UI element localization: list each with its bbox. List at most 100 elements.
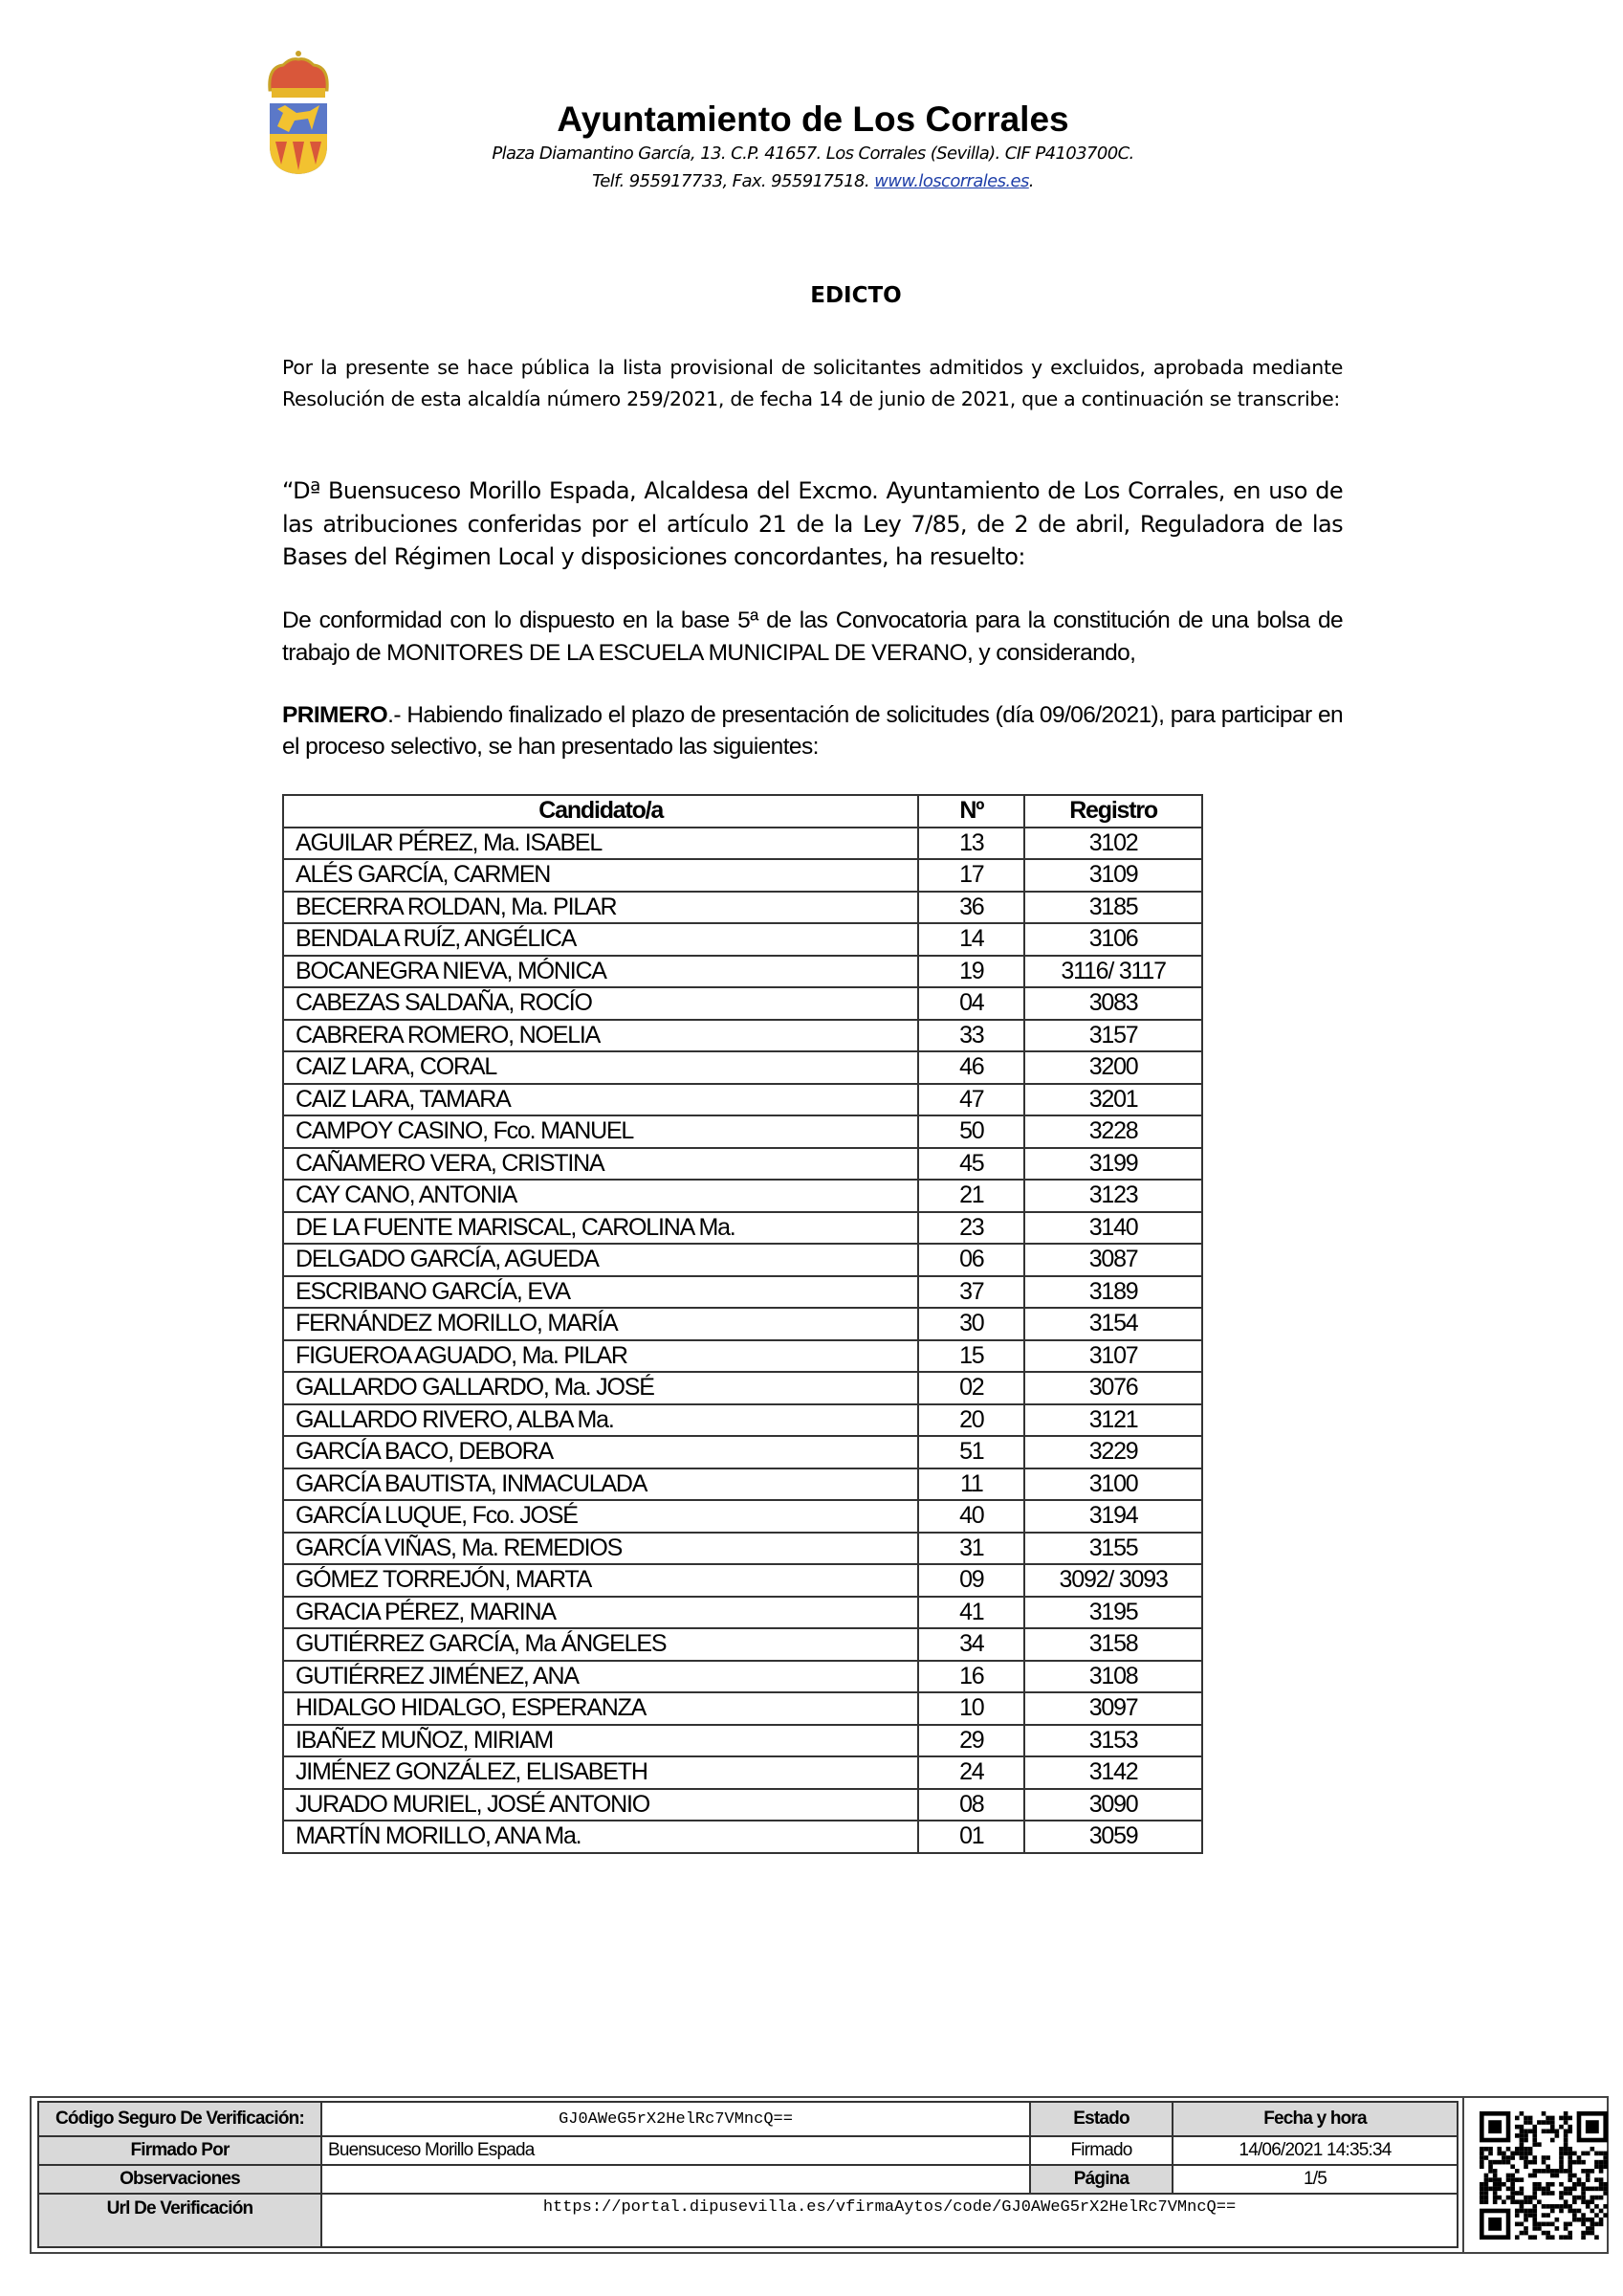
candidate-name: CAIZ LARA, TAMARA bbox=[281, 1082, 920, 1116]
header-candidate: Candidato/a bbox=[281, 794, 920, 828]
registro-number: 3123 bbox=[1023, 1179, 1203, 1213]
observaciones-label: Observaciones bbox=[37, 2164, 322, 2195]
table-row: JIMÉNEZ GONZÁLEZ, ELISABETH 24 3142 bbox=[281, 1755, 1203, 1790]
header-number: Nº bbox=[917, 794, 1026, 828]
table-row: GUTIÉRREZ JIMÉNEZ, ANA 16 3108 bbox=[281, 1659, 1203, 1693]
candidate-number: 36 bbox=[917, 890, 1026, 924]
table-row: JURADO MURIEL, JOSÉ ANTONIO 08 3090 bbox=[281, 1787, 1203, 1821]
candidate-number: 47 bbox=[917, 1082, 1026, 1116]
table-row: CAIZ LARA, CORAL 46 3200 bbox=[281, 1050, 1203, 1085]
candidate-number: 29 bbox=[917, 1723, 1026, 1757]
candidates-table: Candidato/a Nº Registro AGUILAR PÉREZ, M… bbox=[281, 794, 1203, 1854]
candidate-number: 37 bbox=[917, 1274, 1026, 1309]
candidate-name: GARCÍA LUQUE, Fco. JOSÉ bbox=[281, 1499, 920, 1534]
registro-number: 3090 bbox=[1023, 1787, 1203, 1821]
pagina-value: 1/5 bbox=[1172, 2164, 1459, 2195]
registro-number: 3199 bbox=[1023, 1146, 1203, 1181]
table-row: DE LA FUENTE MARISCAL, CAROLINA Ma. 23 314… bbox=[281, 1210, 1203, 1245]
qr-code-icon bbox=[1480, 2111, 1608, 2240]
candidate-number: 15 bbox=[917, 1338, 1026, 1373]
table-row: MARTÍN MORILLO, ANA Ma. 01 3059 bbox=[281, 1820, 1203, 1854]
table-row: AGUILAR PÉREZ, Ma. ISABEL 13 3102 bbox=[281, 826, 1203, 860]
candidate-number: 08 bbox=[917, 1787, 1026, 1821]
table-row: FERNÁNDEZ MORILLO, MARÍA 30 3154 bbox=[281, 1307, 1203, 1341]
registro-number: 3087 bbox=[1023, 1243, 1203, 1277]
registro-number: 3107 bbox=[1023, 1338, 1203, 1373]
primero-paragraph: PRIMERO.- Habiendo finalizado el plazo d… bbox=[282, 699, 1344, 762]
table-row: CAÑAMERO VERA, CRISTINA 45 3199 bbox=[281, 1146, 1203, 1181]
qr-code-area bbox=[1462, 2098, 1609, 2252]
candidate-number: 19 bbox=[917, 954, 1026, 988]
candidate-number: 06 bbox=[917, 1243, 1026, 1277]
candidate-name: GARCÍA VIÑAS, Ma. REMEDIOS bbox=[281, 1531, 920, 1565]
pagina-label: Página bbox=[1029, 2164, 1173, 2195]
registro-number: 3200 bbox=[1023, 1050, 1203, 1085]
table-row: GRACIA PÉREZ, MARINA 41 3195 bbox=[281, 1595, 1203, 1629]
candidate-name: CABEZAS SALDAÑA, ROCÍO bbox=[281, 986, 920, 1021]
registro-number: 3059 bbox=[1023, 1820, 1203, 1854]
url-label: Url De Verificación bbox=[37, 2193, 322, 2248]
table-row: ESCRIBANO GARCÍA, EVA 37 3189 bbox=[281, 1274, 1203, 1309]
table-row: CABRERA ROMERO, NOELIA 33 3157 bbox=[281, 1018, 1203, 1052]
candidate-number: 41 bbox=[917, 1595, 1026, 1629]
primero-label: PRIMERO bbox=[282, 702, 388, 728]
candidate-number: 45 bbox=[917, 1146, 1026, 1181]
candidate-number: 33 bbox=[917, 1018, 1026, 1052]
candidate-number: 01 bbox=[917, 1820, 1026, 1854]
candidate-number: 09 bbox=[917, 1563, 1026, 1598]
verification-url[interactable]: https://portal.dipusevilla.es/vfirmaAyto… bbox=[320, 2193, 1459, 2248]
table-row: GÓMEZ TORREJÓN, MARTA 09 3092/ 3093 bbox=[281, 1563, 1203, 1598]
firmado-por-value: Buensuceso Morillo Espada bbox=[320, 2135, 1031, 2166]
document-title: EDICTO bbox=[810, 283, 902, 308]
candidate-name: MARTÍN MORILLO, ANA Ma. bbox=[281, 1820, 920, 1854]
registro-number: 3076 bbox=[1023, 1371, 1203, 1405]
registro-number: 3185 bbox=[1023, 890, 1203, 924]
registro-number: 3229 bbox=[1023, 1435, 1203, 1469]
candidate-name: DELGADO GARCÍA, AGUEDA bbox=[281, 1243, 920, 1277]
candidate-number: 13 bbox=[917, 826, 1026, 860]
candidate-number: 02 bbox=[917, 1371, 1026, 1405]
candidate-name: GUTIÉRREZ JIMÉNEZ, ANA bbox=[281, 1659, 920, 1693]
signature-verification-box: Código Seguro De Verificación: GJ0AWeG5r… bbox=[30, 2096, 1609, 2254]
fecha-value: 14/06/2021 14:35:34 bbox=[1172, 2135, 1459, 2166]
candidate-name: GRACIA PÉREZ, MARINA bbox=[281, 1595, 920, 1629]
table-row: GARCÍA BACO, DEBORA 51 3229 bbox=[281, 1435, 1203, 1469]
candidate-name: GÓMEZ TORREJÓN, MARTA bbox=[281, 1563, 920, 1598]
table-row: CABEZAS SALDAÑA, ROCÍO 04 3083 bbox=[281, 986, 1203, 1021]
candidate-name: CABRERA ROMERO, NOELIA bbox=[281, 1018, 920, 1052]
candidate-name: BECERRA ROLDAN, Ma. PILAR bbox=[281, 890, 920, 924]
csv-value: GJ0AWeG5rX2HelRc7VMncQ== bbox=[320, 2101, 1031, 2137]
registro-number: 3140 bbox=[1023, 1210, 1203, 1245]
candidate-name: GARCÍA BAUTISTA, INMACULADA bbox=[281, 1467, 920, 1501]
estado-value: Firmado bbox=[1029, 2135, 1173, 2166]
firmado-por-label: Firmado Por bbox=[37, 2135, 322, 2166]
website-link[interactable]: www.loscorrales.es bbox=[874, 171, 1029, 191]
registro-number: 3121 bbox=[1023, 1402, 1203, 1437]
verification-table: Código Seguro De Verificación: GJ0AWeG5r… bbox=[37, 2101, 1459, 2248]
table-row: GARCÍA VIÑAS, Ma. REMEDIOS 31 3155 bbox=[281, 1531, 1203, 1565]
csv-label: Código Seguro De Verificación: bbox=[37, 2101, 322, 2137]
resolution-paragraph: “Dª Buensuceso Morillo Espada, Alcaldesa… bbox=[282, 477, 1344, 570]
candidate-number: 21 bbox=[917, 1179, 1026, 1213]
registro-number: 3102 bbox=[1023, 826, 1203, 860]
table-row: CAY CANO, ANTONIA 21 3123 bbox=[281, 1179, 1203, 1213]
candidate-number: 30 bbox=[917, 1307, 1026, 1341]
table-row: FIGUEROA AGUADO, Ma. PILAR 15 3107 bbox=[281, 1338, 1203, 1373]
table-row: DELGADO GARCÍA, AGUEDA 06 3087 bbox=[281, 1243, 1203, 1277]
candidate-name: IBAÑEZ MUÑOZ, MIRIAM bbox=[281, 1723, 920, 1757]
registro-number: 3097 bbox=[1023, 1691, 1203, 1726]
table-row: GALLARDO GALLARDO, Ma. JOSÉ 02 3076 bbox=[281, 1371, 1203, 1405]
registro-number: 3083 bbox=[1023, 986, 1203, 1021]
intro-paragraph: Por la presente se hace pública la lista… bbox=[282, 356, 1343, 410]
candidate-name: GARCÍA BACO, DEBORA bbox=[281, 1435, 920, 1469]
registro-number: 3142 bbox=[1023, 1755, 1203, 1790]
candidate-name: HIDALGO HIDALGO, ESPERANZA bbox=[281, 1691, 920, 1726]
organization-name: Ayuntamiento de Los Corrales bbox=[557, 99, 1069, 139]
registro-number: 3154 bbox=[1023, 1307, 1203, 1341]
candidate-number: 23 bbox=[917, 1210, 1026, 1245]
municipal-coat-of-arms-logo bbox=[268, 51, 329, 174]
registro-number: 3228 bbox=[1023, 1115, 1203, 1149]
registro-number: 3194 bbox=[1023, 1499, 1203, 1534]
candidate-name: GUTIÉRREZ GARCÍA, Ma ÁNGELES bbox=[281, 1627, 920, 1662]
candidate-name: FIGUEROA AGUADO, Ma. PILAR bbox=[281, 1338, 920, 1373]
